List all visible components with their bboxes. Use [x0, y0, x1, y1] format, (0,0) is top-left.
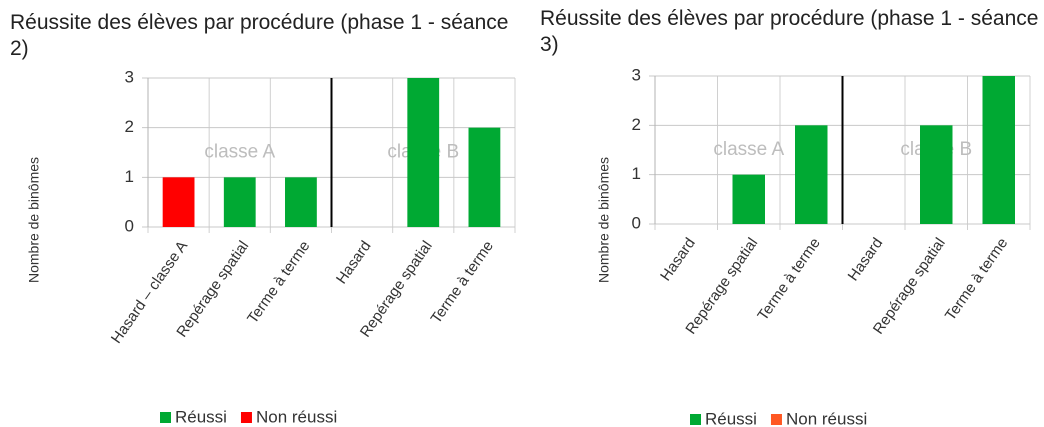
- chart-title: Réussite des élèves par procédure (phase…: [10, 11, 509, 60]
- y-tick-label: 1: [125, 167, 134, 186]
- bar: [982, 76, 1015, 224]
- legend-swatch: [160, 412, 171, 423]
- legend-label: Non réussi: [786, 409, 867, 427]
- legend-swatch: [240, 412, 252, 423]
- bar: [162, 177, 195, 227]
- y-tick-label: 2: [632, 115, 641, 134]
- x-tick-label: Hasard: [333, 238, 375, 287]
- x-tick-label: Terme à terme: [244, 238, 313, 327]
- legend-label: Réussi: [705, 409, 757, 427]
- legend-swatch: [690, 414, 701, 425]
- bar: [468, 127, 501, 227]
- bar: [285, 177, 317, 227]
- y-axis-label: Nombre de binômes: [596, 157, 612, 283]
- y-tick-label: 1: [632, 164, 641, 183]
- bar: [920, 125, 953, 224]
- annotation: classe A: [204, 142, 275, 163]
- legend-label: Non réussi: [256, 407, 337, 426]
- legend-swatch: [770, 414, 782, 425]
- annotation: classe A: [713, 139, 784, 160]
- x-tick-label: Terme à terme: [754, 235, 823, 324]
- y-tick-label: 0: [632, 213, 641, 232]
- chart-title: Réussite des élèves par procédure (phase…: [540, 7, 1039, 56]
- x-tick-label: Terme à terme: [942, 235, 1011, 324]
- y-axis-label: Nombre de binômes: [26, 157, 42, 283]
- y-tick-label: 2: [125, 117, 134, 136]
- x-tick-label: Hasard: [845, 235, 887, 284]
- bar: [795, 125, 828, 224]
- x-tick-label: Terme à terme: [428, 238, 497, 327]
- bar: [223, 177, 256, 227]
- y-tick-label: 0: [125, 216, 134, 235]
- y-tick-label: 3: [125, 67, 134, 86]
- y-tick-label: 3: [632, 65, 641, 84]
- legend-label: Réussi: [175, 407, 227, 426]
- bar: [732, 174, 765, 224]
- bar: [407, 78, 440, 227]
- chart-panel: Réussite des élèves par procédure (phase…: [522, 0, 1044, 427]
- chart-panel: Réussite des élèves par procédure (phase…: [10, 11, 516, 426]
- x-tick-label: Hasard: [657, 235, 699, 284]
